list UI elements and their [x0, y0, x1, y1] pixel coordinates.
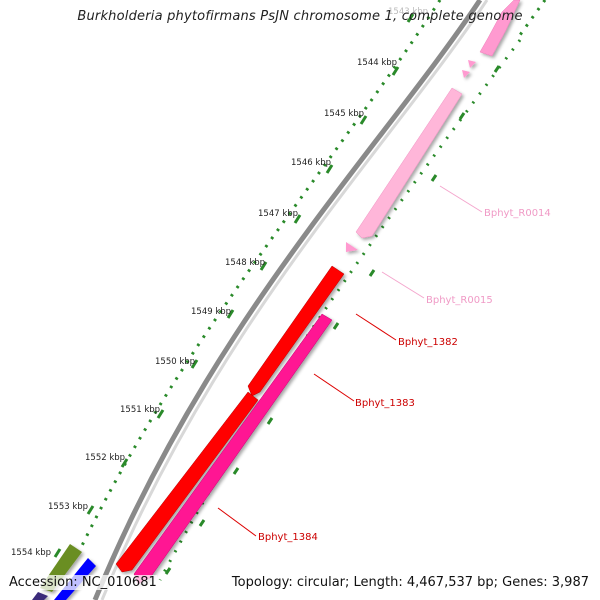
accession-label: Accession: NC_010681	[9, 575, 157, 590]
leader-line-1384	[217, 507, 257, 537]
gene-feature-bphyt-r0015	[346, 242, 358, 252]
leader-line-r0015	[381, 271, 425, 299]
tick-label-1548: 1548 kbp	[225, 258, 265, 268]
tick-label-1550: 1550 kbp	[155, 357, 195, 367]
tick-label-1554: 1554 kbp	[11, 548, 51, 558]
chromosome-backbone	[92, 0, 483, 600]
gene-label-bphyt-1382[interactable]: Bphyt_1382	[398, 337, 458, 348]
gene-label-bphyt-r0015[interactable]: Bphyt_R0015	[426, 295, 493, 306]
gene-label-bphyt-r0014[interactable]: Bphyt_R0014	[484, 208, 551, 219]
gene-feature-bphyt-1384	[115, 391, 259, 573]
tick-label-1543: 1543 kbp	[388, 7, 428, 17]
leader-line-1383	[313, 373, 355, 402]
gc-dotted-arc	[158, 39, 522, 581]
leader-line-1382	[355, 313, 397, 341]
gc-dashes	[164, 65, 501, 575]
gene-feature-pink-top	[479, 0, 521, 57]
gene-feature-bphyt-r0014	[355, 87, 463, 239]
tick-label-1553: 1553 kbp	[48, 502, 88, 512]
tick-label-1551: 1551 kbp	[120, 405, 160, 415]
leader-line-r0014	[439, 185, 483, 213]
gene-feature-navy	[32, 592, 48, 600]
scale-ticks	[53, 13, 415, 558]
gene-label-bphyt-1383[interactable]: Bphyt_1383	[355, 398, 415, 409]
gene-feature-bphyt-1383	[133, 313, 333, 585]
gene-feature-pink-small-2	[462, 70, 470, 78]
map-title: Burkholderia phytofirmans PsJN chromosom…	[77, 9, 523, 24]
gene-feature-pink-small-1	[468, 60, 476, 68]
scale-dotted-arc	[73, 0, 442, 561]
gc-dotted-arc-top	[518, 0, 547, 36]
tick-label-1544: 1544 kbp	[357, 58, 397, 68]
tick-label-1549: 1549 kbp	[191, 307, 231, 317]
tick-label-1545: 1545 kbp	[324, 109, 364, 119]
gene-feature-bphyt-1382	[247, 265, 345, 397]
tick-label-1547: 1547 kbp	[258, 209, 298, 219]
tick-label-1552: 1552 kbp	[85, 453, 125, 463]
topology-label: Topology: circular; Length: 4,467,537 bp…	[231, 575, 589, 590]
tick-label-1546: 1546 kbp	[291, 158, 331, 168]
gene-label-bphyt-1384[interactable]: Bphyt_1384	[258, 532, 318, 543]
